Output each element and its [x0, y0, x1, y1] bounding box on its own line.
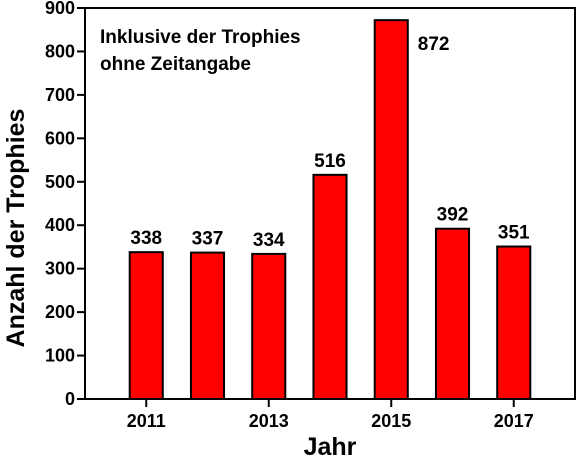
y-tick-label: 800	[45, 41, 75, 61]
value-label: 392	[437, 205, 469, 226]
y-tick-label: 300	[45, 259, 75, 279]
value-label: 338	[130, 228, 162, 249]
x-tick-label: 2015	[371, 411, 411, 431]
y-tick-label: 200	[45, 302, 75, 322]
annotation: ohne Zeitangabe	[100, 54, 251, 75]
x-tick-label: 2013	[249, 411, 289, 431]
x-tick-label: 2017	[494, 411, 534, 431]
value-label: 334	[253, 230, 285, 251]
annotation: Inklusive der Trophies	[100, 27, 301, 48]
value-label: 337	[192, 229, 224, 250]
bar	[251, 252, 287, 400]
y-tick-label: 700	[45, 85, 75, 105]
value-label: 516	[314, 151, 346, 172]
y-tick-label: 900	[45, 0, 75, 18]
bar	[434, 227, 471, 400]
y-tick-label: 100	[45, 346, 75, 366]
plot-frame	[84, 7, 576, 400]
x-axis-label: Jahr	[304, 433, 357, 458]
value-label: 351	[498, 223, 530, 244]
y-axis-label: Anzahl der Trophies	[2, 109, 30, 348]
y-tick-label: 600	[45, 128, 75, 148]
bar	[128, 251, 164, 400]
bar	[373, 19, 409, 400]
y-tick-label: 0	[65, 389, 75, 409]
y-tick-label: 500	[45, 172, 75, 192]
y-tick-label: 400	[45, 215, 75, 235]
bar	[189, 251, 226, 400]
bar	[496, 245, 532, 400]
value-label: 872	[418, 34, 450, 55]
x-tick-label: 2011	[127, 411, 166, 431]
bar	[312, 173, 348, 400]
